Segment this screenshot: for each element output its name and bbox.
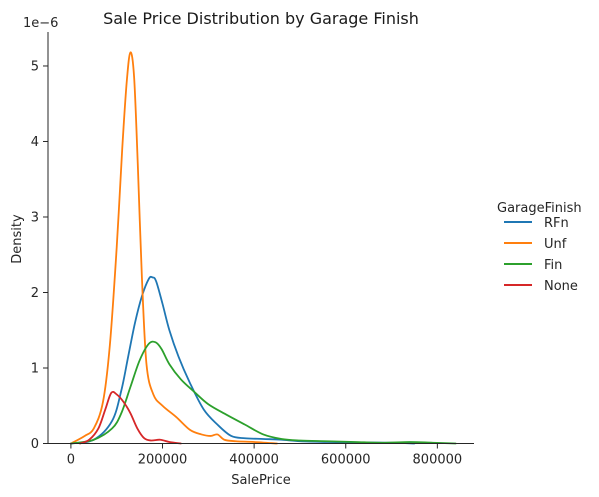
y-scale-offset-label: 1e−6 bbox=[23, 16, 58, 31]
legend-label-none: None bbox=[544, 279, 578, 294]
x-axis-ticks: 0 200000 400000 600000 800000 bbox=[67, 443, 463, 468]
x-tick-label: 400000 bbox=[229, 453, 279, 468]
x-tick-label: 800000 bbox=[413, 453, 463, 468]
y-tick-label: 4 bbox=[31, 135, 39, 150]
series-line-unf bbox=[70, 51, 278, 445]
x-tick-label: 200000 bbox=[138, 453, 188, 468]
x-axis-label: SalePrice bbox=[231, 473, 291, 488]
x-tick-label: 0 bbox=[67, 453, 75, 468]
chart-title: Sale Price Distribution by Garage Finish bbox=[103, 9, 419, 28]
series-line-none bbox=[79, 390, 182, 445]
legend-title: GarageFinish bbox=[497, 201, 582, 216]
series-line-fin bbox=[70, 340, 457, 445]
y-axis-ticks: 0 1 2 3 4 5 bbox=[31, 59, 48, 452]
x-tick-label: 600000 bbox=[321, 453, 371, 468]
legend-label-unf: Unf bbox=[544, 237, 567, 252]
legend: GarageFinish RFn Unf Fin None bbox=[497, 201, 582, 294]
y-tick-label: 1 bbox=[31, 361, 39, 376]
y-tick-label: 2 bbox=[31, 286, 39, 301]
series-line-rfn bbox=[70, 275, 416, 445]
y-tick-label: 3 bbox=[31, 210, 39, 225]
y-tick-label: 0 bbox=[31, 437, 39, 452]
y-tick-label: 5 bbox=[31, 59, 39, 74]
legend-label-fin: Fin bbox=[544, 258, 562, 273]
plot-area bbox=[70, 51, 457, 445]
y-axis-label: Density bbox=[10, 214, 25, 264]
legend-label-rfn: RFn bbox=[544, 216, 569, 231]
